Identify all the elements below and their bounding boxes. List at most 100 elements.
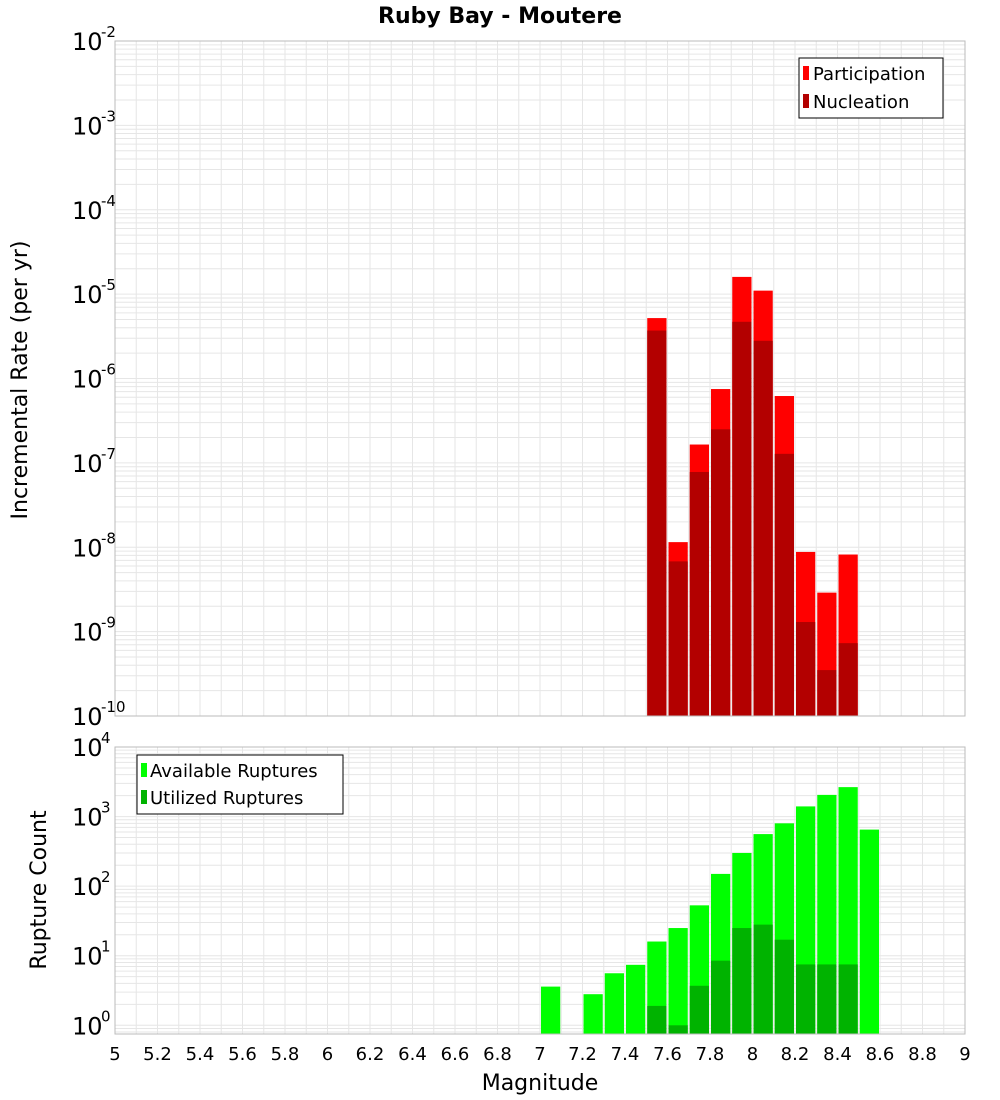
bar-available-ruptures	[541, 986, 561, 1034]
x-axis-label: Magnitude	[482, 1071, 599, 1096]
bar-utilized-ruptures	[732, 928, 752, 1034]
x-tick-label: 8.6	[866, 1044, 895, 1065]
bottom-legend: Available Ruptures Utilized Ruptures	[136, 754, 344, 815]
y-tick-label: 10	[72, 450, 103, 478]
bar-nucleation	[753, 340, 773, 716]
y-tick-exponent: -9	[101, 614, 116, 632]
y-tick-exponent: -6	[101, 361, 116, 379]
bar-utilized-ruptures	[689, 985, 709, 1034]
y-tick-exponent: -3	[101, 107, 116, 125]
bar-utilized-ruptures	[817, 964, 837, 1034]
y-tick-label: 10	[72, 28, 103, 56]
bar-utilized-ruptures	[668, 1025, 688, 1034]
legend-label-nucleation: Nucleation	[813, 92, 909, 113]
legend-swatch-participation	[803, 66, 809, 80]
bar-utilized-ruptures	[838, 964, 858, 1034]
y-tick-exponent: -7	[101, 445, 116, 463]
y-tick-exponent: 1	[101, 938, 111, 956]
bar-nucleation	[689, 471, 709, 716]
top-bars	[647, 276, 858, 716]
bar-nucleation	[647, 330, 667, 716]
legend-label-utilized: Utilized Ruptures	[150, 788, 303, 809]
y-tick-exponent: 0	[101, 1007, 111, 1025]
y-tick-label: 10	[72, 366, 103, 394]
y-tick-exponent: -10	[101, 698, 126, 716]
x-tick-label: 5.6	[228, 1044, 257, 1065]
x-tick-label: 7.8	[696, 1044, 725, 1065]
x-tick-label: 6.8	[483, 1044, 512, 1065]
y-tick-label: 10	[72, 197, 103, 225]
bar-nucleation	[774, 453, 794, 716]
top-legend-box	[798, 57, 944, 119]
y-tick-exponent: -5	[101, 276, 116, 294]
x-tick-label: 5.4	[186, 1044, 215, 1065]
x-tick-label: 6.2	[356, 1044, 385, 1065]
x-tick-label: 5.2	[143, 1044, 172, 1065]
x-tick-label: 5.8	[271, 1044, 300, 1065]
y-tick-exponent: 2	[101, 868, 111, 886]
y-tick-label: 10	[72, 281, 103, 309]
x-tick-label: 8	[747, 1044, 758, 1065]
top-y-axis-label: Incremental Rate (per yr)	[8, 241, 33, 520]
bar-available-ruptures	[604, 973, 624, 1034]
bar-nucleation	[796, 622, 816, 716]
x-tick-label: 8.4	[823, 1044, 852, 1065]
y-tick-exponent: 4	[101, 729, 111, 747]
bottom-bars	[541, 787, 879, 1034]
x-tick-label: 8.8	[908, 1044, 937, 1065]
x-tick-label: 6	[322, 1044, 333, 1065]
x-tick-labels: 5 5.2 5.4 5.6 5.8 6 6.2 6.4 6.6 6.8 7 7.2 7.4 7.6 7.8 8…	[109, 1044, 970, 1065]
y-tick-label: 10	[72, 873, 103, 901]
x-tick-label: 8.2	[781, 1044, 810, 1065]
x-tick-label: 7.2	[568, 1044, 597, 1065]
y-tick-exponent: -8	[101, 529, 116, 547]
bottom-y-axis-label: Rupture Count	[27, 810, 52, 970]
bottom-legend-box	[136, 754, 344, 815]
bar-available-ruptures	[859, 829, 879, 1034]
bar-nucleation	[817, 670, 837, 716]
bar-available-ruptures	[583, 994, 603, 1034]
bar-utilized-ruptures	[647, 1005, 667, 1034]
x-tick-label: 7.6	[653, 1044, 682, 1065]
bar-available-ruptures	[626, 964, 646, 1034]
y-tick-label: 10	[72, 1012, 103, 1040]
x-tick-label: 7.4	[611, 1044, 640, 1065]
y-tick-exponent: -4	[101, 192, 116, 210]
bottom-plot-frame	[114, 746, 966, 1035]
top-gridlines	[114, 40, 966, 717]
top-legend: Participation Nucleation	[798, 57, 944, 119]
y-tick-label: 10	[72, 943, 103, 971]
x-tick-label: 6.4	[398, 1044, 427, 1065]
bar-nucleation	[668, 561, 688, 716]
y-tick-label: 10	[72, 703, 103, 731]
chart-title: Ruby Bay - Moutere	[378, 4, 622, 29]
bar-available-ruptures	[668, 928, 688, 1034]
legend-label-available: Available Ruptures	[150, 761, 318, 782]
y-tick-exponent: 3	[101, 799, 111, 817]
bar-utilized-ruptures	[711, 960, 731, 1034]
bar-utilized-ruptures	[753, 924, 773, 1034]
bar-nucleation	[711, 429, 731, 716]
legend-swatch-utilized	[141, 790, 147, 804]
legend-label-participation: Participation	[813, 64, 925, 85]
x-tick-label: 5	[109, 1044, 120, 1065]
legend-swatch-nucleation	[803, 94, 809, 108]
y-tick-label: 10	[72, 804, 103, 832]
y-tick-label: 10	[72, 534, 103, 562]
y-tick-label: 10	[72, 112, 103, 140]
y-tick-label: 10	[72, 734, 103, 762]
top-plot-frame	[114, 40, 966, 717]
y-tick-exponent: -2	[101, 23, 116, 41]
bar-utilized-ruptures	[796, 964, 816, 1034]
x-tick-label: 9	[959, 1044, 970, 1065]
legend-swatch-available	[141, 763, 147, 777]
x-tick-label: 6.6	[441, 1044, 470, 1065]
bar-nucleation	[732, 321, 752, 716]
x-tick-label: 7	[534, 1044, 545, 1065]
bar-nucleation	[838, 643, 858, 716]
